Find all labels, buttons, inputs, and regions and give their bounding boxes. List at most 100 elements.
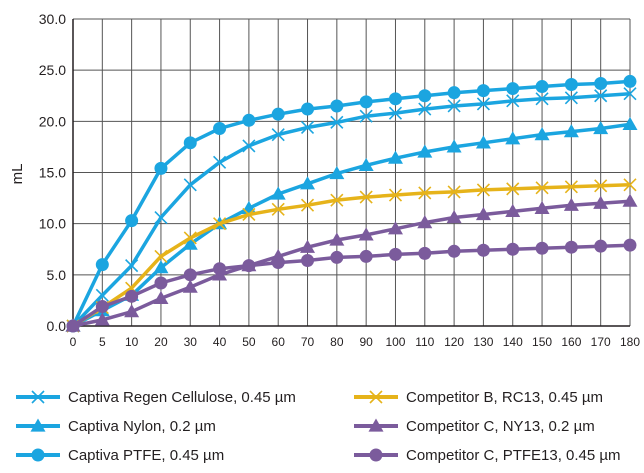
data-point bbox=[213, 262, 227, 276]
data-point bbox=[369, 390, 383, 404]
y-tick-label: 20.0 bbox=[39, 113, 66, 129]
data-point bbox=[476, 84, 490, 98]
legend-item: Captiva Regen Cellulose, 0.45 µm bbox=[14, 386, 296, 408]
data-point bbox=[125, 259, 139, 273]
data-point bbox=[476, 243, 490, 257]
data-point bbox=[124, 304, 140, 318]
data-point bbox=[535, 241, 549, 255]
data-point bbox=[387, 150, 403, 164]
legend-key-icon bbox=[354, 418, 398, 432]
data-point bbox=[564, 240, 578, 254]
series-group bbox=[66, 74, 637, 333]
data-point bbox=[447, 86, 461, 100]
data-point bbox=[447, 244, 461, 258]
x-tick-label: 150 bbox=[532, 335, 552, 349]
legend-label: Competitor B, RC13, 0.45 µm bbox=[406, 388, 604, 406]
y-tick-label: 30.0 bbox=[39, 11, 66, 27]
data-point bbox=[358, 157, 374, 171]
y-tick-label: 25.0 bbox=[39, 62, 66, 78]
data-point bbox=[242, 113, 256, 127]
data-point bbox=[594, 76, 608, 90]
y-tick-label: 0.0 bbox=[47, 318, 67, 334]
data-point bbox=[476, 97, 490, 111]
data-point bbox=[563, 124, 579, 138]
data-point bbox=[329, 166, 345, 180]
legend-label: Captiva PTFE, 0.45 µm bbox=[68, 446, 225, 464]
data-point bbox=[31, 448, 45, 462]
data-point bbox=[623, 238, 637, 252]
data-point bbox=[622, 193, 638, 207]
data-point bbox=[359, 109, 373, 123]
x-tick-label: 10 bbox=[125, 335, 139, 349]
data-point bbox=[95, 288, 109, 302]
data-point bbox=[359, 95, 373, 109]
data-point bbox=[417, 144, 433, 158]
series-group bbox=[65, 116, 638, 332]
x-tick-label: 180 bbox=[620, 335, 640, 349]
data-point bbox=[182, 279, 198, 293]
data-point bbox=[506, 182, 520, 196]
data-point bbox=[369, 448, 383, 462]
data-point bbox=[623, 178, 637, 192]
data-point bbox=[154, 249, 168, 263]
y-tick-label: 15.0 bbox=[39, 165, 66, 181]
legend-label: Competitor C, NY13, 0.2 µm bbox=[406, 417, 595, 435]
data-point bbox=[300, 120, 315, 135]
data-point bbox=[418, 186, 432, 200]
data-point bbox=[154, 161, 168, 175]
x-tick-label: 20 bbox=[154, 335, 168, 349]
data-point bbox=[330, 99, 344, 113]
data-point bbox=[447, 185, 461, 199]
data-point bbox=[358, 227, 374, 241]
legend-label: Captiva Nylon, 0.2 µm bbox=[68, 417, 216, 435]
data-point bbox=[300, 198, 315, 212]
data-point bbox=[154, 276, 168, 290]
x-tick-label: 60 bbox=[272, 335, 286, 349]
legend-key-icon bbox=[354, 390, 398, 404]
y-tick-label: 10.0 bbox=[39, 216, 66, 232]
x-tick-label: 90 bbox=[359, 335, 373, 349]
data-point bbox=[475, 135, 491, 149]
data-point bbox=[271, 202, 285, 216]
x-tick-label: 110 bbox=[415, 335, 434, 349]
x-tick-label: 140 bbox=[503, 335, 523, 349]
data-point bbox=[388, 106, 403, 120]
data-point bbox=[301, 102, 315, 116]
x-tick-label: 50 bbox=[242, 335, 256, 349]
x-tick-label: 130 bbox=[473, 335, 493, 349]
data-point bbox=[505, 131, 521, 145]
x-tick-label: 70 bbox=[301, 335, 315, 349]
data-point bbox=[153, 290, 169, 304]
x-tick-label: 30 bbox=[184, 335, 198, 349]
data-point bbox=[368, 418, 384, 432]
legend-item: Competitor C, PTFE13, 0.45 µm bbox=[352, 444, 621, 466]
data-point bbox=[330, 115, 344, 129]
data-point bbox=[534, 127, 550, 141]
x-tick-label: 120 bbox=[444, 335, 464, 349]
data-point bbox=[623, 74, 637, 88]
y-tick-label: 5.0 bbox=[47, 267, 67, 283]
data-point bbox=[564, 180, 578, 194]
line-chart: 0.0 5.0 10.0 15.0 20.0 25.0 30.0 0 5 10 20 30 40 50 6… bbox=[9, 11, 640, 349]
data-point bbox=[66, 319, 80, 333]
data-point bbox=[271, 256, 285, 270]
data-point bbox=[242, 207, 256, 222]
data-point bbox=[446, 139, 462, 153]
data-point bbox=[183, 231, 197, 245]
data-point bbox=[182, 236, 198, 250]
series-line bbox=[72, 183, 631, 328]
data-point bbox=[31, 390, 45, 404]
data-point bbox=[387, 221, 403, 235]
legend-key-icon bbox=[16, 418, 60, 432]
data-point bbox=[153, 260, 169, 274]
data-point bbox=[535, 92, 549, 106]
data-point bbox=[183, 136, 197, 150]
data-point bbox=[446, 210, 462, 224]
data-point bbox=[593, 195, 609, 209]
data-point bbox=[534, 200, 550, 214]
data-point bbox=[359, 190, 373, 204]
data-point bbox=[213, 217, 227, 231]
legend-key-icon bbox=[16, 448, 60, 462]
x-tick-label: 5 bbox=[99, 335, 106, 349]
legend-key-icon bbox=[354, 448, 398, 462]
